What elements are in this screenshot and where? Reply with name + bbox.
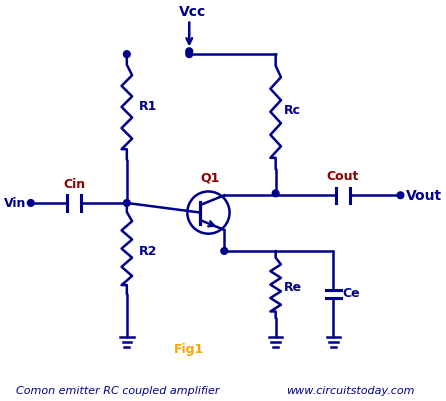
Text: Comon emitter RC coupled amplifier: Comon emitter RC coupled amplifier	[17, 385, 220, 395]
Text: Vcc: Vcc	[178, 5, 206, 18]
Text: Cout: Cout	[326, 169, 359, 182]
Text: Re: Re	[284, 280, 302, 293]
Circle shape	[397, 192, 404, 199]
Circle shape	[273, 190, 279, 197]
Text: Ce: Ce	[343, 286, 360, 299]
Text: Vout: Vout	[406, 189, 442, 203]
Text: R2: R2	[139, 244, 158, 257]
Text: Vin: Vin	[4, 197, 26, 210]
Circle shape	[124, 200, 130, 207]
Circle shape	[28, 200, 34, 207]
Text: Fig1: Fig1	[174, 342, 204, 355]
Circle shape	[186, 49, 193, 55]
Text: Cin: Cin	[63, 177, 85, 190]
Text: R1: R1	[139, 99, 158, 112]
Text: www.circuitstoday.com: www.circuitstoday.com	[286, 385, 415, 395]
Text: Rc: Rc	[284, 104, 301, 117]
Circle shape	[124, 52, 130, 59]
Circle shape	[221, 248, 227, 255]
Text: Q1: Q1	[201, 171, 220, 184]
Circle shape	[186, 52, 193, 59]
